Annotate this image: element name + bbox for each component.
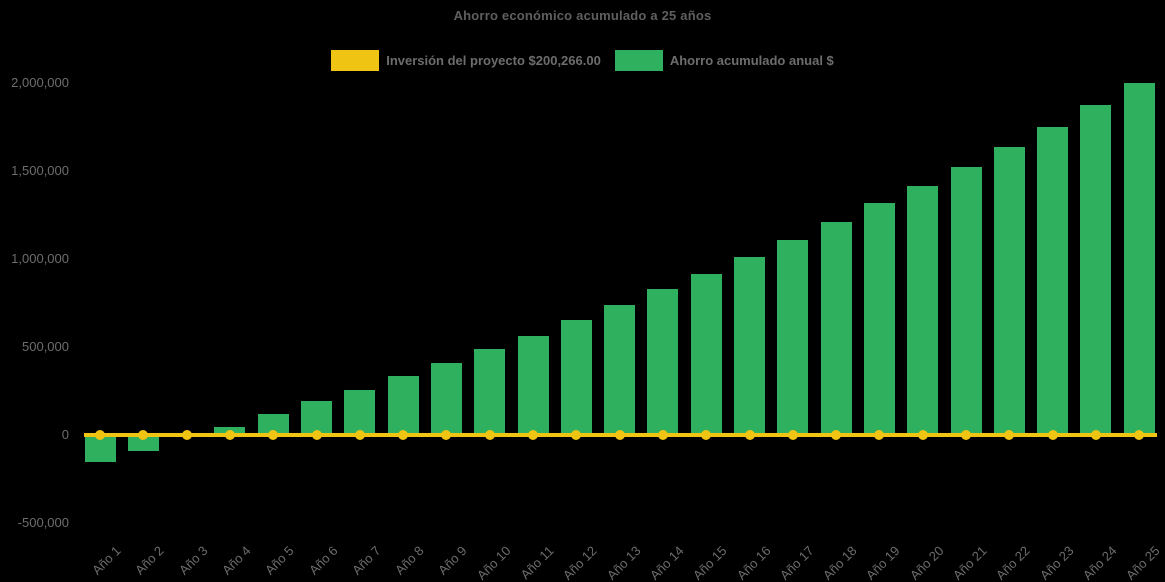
investment-line-marker: [181, 429, 192, 440]
y-axis-tick-label: 0: [61, 426, 69, 442]
investment-line-marker: [95, 429, 105, 440]
chart-title: Ahorro económico acumulado a 25 años: [453, 8, 712, 23]
investment-line-marker: [1134, 429, 1145, 440]
legend-swatch-investment: [331, 50, 380, 71]
y-axis-tick-label: 1,500,000: [11, 162, 69, 178]
y-axis-tick-label: 1,000,000: [11, 250, 69, 266]
investment-line-marker: [398, 429, 409, 440]
investment-line-marker: [831, 429, 842, 440]
investment-line-marker: [657, 429, 668, 440]
bar-año-22: [993, 146, 1025, 435]
bar-año-6: [301, 401, 332, 435]
bar-año-8: [387, 375, 419, 435]
investment-line-marker: [787, 429, 798, 440]
investment-line-marker: [961, 429, 971, 440]
investment-line-marker: [311, 429, 322, 440]
legend-label-savings: Ahorro acumulado anual $: [669, 53, 834, 68]
investment-line-marker: [614, 429, 625, 440]
investment-line-marker: [138, 429, 149, 440]
bar-año-5: [257, 414, 289, 435]
investment-line-marker: [1004, 429, 1015, 440]
bar-año-20: [907, 186, 939, 435]
bar-año-17: [777, 240, 809, 435]
bar-año-25: [1123, 83, 1155, 435]
bar-año-15: [690, 274, 722, 435]
investment-line-marker: [1047, 429, 1058, 440]
legend-item-investment: Inversión del proyecto $200,266.00: [331, 50, 601, 71]
legend-item-savings: Ahorro acumulado anual $: [614, 50, 834, 71]
y-axis-tick-label: 500,000: [22, 338, 69, 354]
investment-line-marker: [354, 429, 365, 440]
legend-swatch-savings: [614, 50, 663, 71]
investment-line-marker: [917, 429, 928, 440]
investment-line-marker: [744, 429, 755, 440]
bar-año-2: [127, 434, 159, 452]
bar-año-9: [430, 363, 462, 435]
bar-año-11: [517, 335, 549, 435]
legend: Inversión del proyecto $200,266.00 Ahorr…: [0, 50, 1165, 71]
bar-año-13: [604, 305, 636, 435]
bar-año-12: [560, 320, 592, 435]
bar-año-21: [950, 166, 982, 435]
bar-año-18: [820, 221, 852, 435]
bar-año-7: [344, 389, 376, 435]
x-axis-label: Año 1: [88, 543, 124, 578]
investment-line-marker: [701, 429, 712, 440]
investment-line-marker: [441, 429, 452, 440]
investment-line-marker: [224, 429, 235, 440]
bar-año-16: [734, 256, 765, 435]
y-axis-tick-label: -500,000: [17, 514, 69, 530]
bar-año-19: [863, 203, 895, 435]
legend-label-investment: Inversión del proyecto $200,266.00: [386, 53, 601, 68]
investment-line-marker: [874, 429, 885, 440]
y-axis-tick-label: 2,000,000: [11, 74, 69, 90]
bar-año-10: [474, 349, 506, 435]
investment-line-marker: [268, 429, 279, 440]
bar-año-14: [647, 289, 679, 435]
bar-año-23: [1037, 126, 1069, 435]
investment-line-marker: [571, 429, 582, 440]
bar-año-24: [1080, 104, 1112, 435]
investment-line-marker: [528, 429, 538, 440]
investment-line-marker: [484, 429, 495, 440]
investment-line-marker: [1090, 429, 1101, 440]
